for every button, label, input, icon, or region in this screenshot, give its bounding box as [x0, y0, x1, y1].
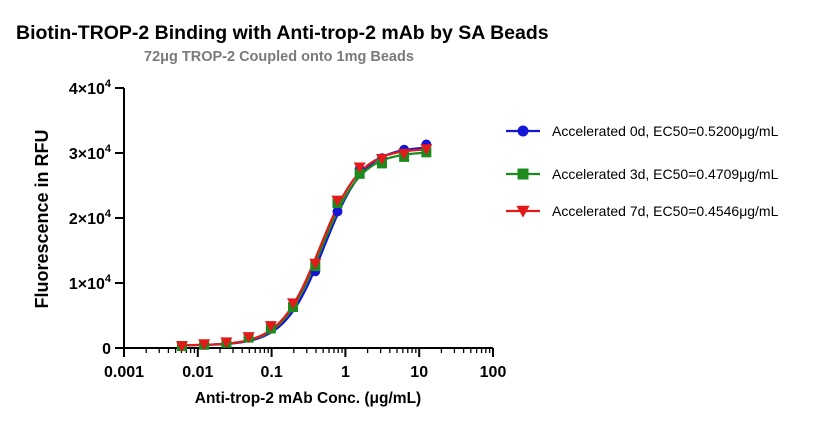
legend-label-1: Accelerated 3d, EC50=0.4709μg/mL — [552, 166, 779, 182]
x-tick-label: 0.1 — [260, 364, 282, 381]
y-tick-label: 0 — [102, 341, 111, 358]
x-tick-label: 10 — [410, 364, 428, 381]
y-tick-label: 2×104 — [69, 208, 112, 228]
x-axis-title: Anti-trop-2 mAb Conc. (μg/mL) — [195, 390, 421, 407]
y-tick-label: 3×104 — [69, 143, 112, 163]
chart-subtitle: 72μg TROP-2 Coupled onto 1mg Beads — [144, 49, 414, 65]
x-tick-label: 1 — [341, 364, 350, 381]
data-point-s2 — [175, 341, 188, 353]
fit-curve-1 — [181, 151, 427, 347]
x-tick-label: 0.01 — [182, 364, 213, 381]
legend-marker-0 — [517, 125, 529, 137]
data-point-s0 — [332, 206, 343, 217]
fit-curve-2 — [181, 148, 427, 347]
data-points — [175, 139, 433, 353]
chart-title: Biotin-TROP-2 Binding with Anti-trop-2 m… — [16, 22, 549, 44]
data-point-s2 — [198, 339, 211, 351]
fit-curve-0 — [181, 146, 427, 347]
data-point-s2 — [353, 162, 366, 174]
legend-label-2: Accelerated 7d, EC50=0.4546μg/mL — [552, 203, 779, 219]
data-point-s2 — [375, 154, 388, 165]
x-tick-label: 0.001 — [104, 364, 144, 381]
legend-marker-1 — [517, 168, 529, 180]
data-point-s2 — [287, 298, 300, 310]
data-point-s2 — [398, 148, 411, 160]
data-point-s2 — [264, 321, 277, 332]
legend-label-0: Accelerated 0d, EC50=0.5200μg/mL — [552, 123, 779, 139]
x-tick-label: 100 — [480, 364, 507, 381]
y-tick-label: 4×104 — [69, 78, 112, 98]
data-point-s2 — [220, 337, 233, 349]
legend: Accelerated 0d, EC50=0.5200μg/mL Accelera… — [506, 123, 779, 219]
data-point-s2 — [331, 195, 344, 207]
data-point-s2 — [420, 144, 433, 156]
y-axis-title: Fluorescence in RFU — [32, 129, 52, 308]
legend-marker-2 — [516, 205, 530, 218]
y-tick-label: 1×104 — [69, 273, 112, 293]
data-point-s2 — [309, 258, 322, 270]
data-point-s1 — [354, 168, 365, 179]
data-point-s2 — [242, 332, 255, 343]
fit-curves — [181, 146, 427, 347]
axes: 0.001 0.01 0.1 1 10 100 0 1×104 2×104 3×104 4×104 — [69, 78, 507, 381]
